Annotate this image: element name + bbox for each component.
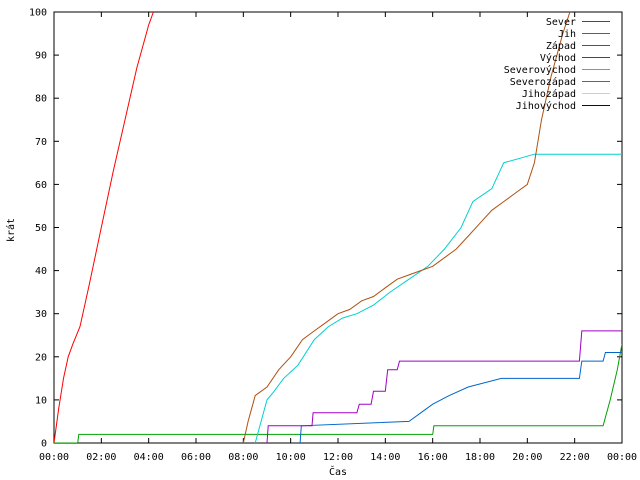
x-tick-label: 04:00 xyxy=(134,452,164,463)
y-tick-label: 30 xyxy=(35,309,47,320)
legend-label: Severozápad xyxy=(510,76,576,88)
series-line-2 xyxy=(54,343,622,443)
y-tick-label: 90 xyxy=(35,51,47,62)
y-tick-label: 20 xyxy=(35,352,47,363)
x-tick-label: 00:00 xyxy=(607,452,637,463)
y-axis: 0 10 20 30 40 50 60 70 80 90 100 xyxy=(29,8,622,450)
y-tick-label: 50 xyxy=(35,223,47,234)
legend-label: Jihozápad xyxy=(522,88,576,100)
y-tick-label: 40 xyxy=(35,266,47,277)
x-tick-label: 10:00 xyxy=(276,452,306,463)
series-lines xyxy=(54,12,622,443)
x-tick-label: 18:00 xyxy=(465,452,495,463)
y-axis-label: krát xyxy=(5,218,17,242)
x-tick-label: 20:00 xyxy=(512,452,542,463)
x-tick-label: 12:00 xyxy=(323,452,353,463)
series-line-5 xyxy=(254,153,622,443)
x-tick-label: 22:00 xyxy=(560,452,590,463)
series-line-4 xyxy=(266,330,622,443)
y-tick-label: 0 xyxy=(41,439,47,450)
legend-label: Západ xyxy=(546,40,576,52)
x-axis: 00:00 02:00 04:00 06:00 08:00 10:00 12:00 14:00… xyxy=(39,12,637,463)
x-tick-label: 06:00 xyxy=(181,452,211,463)
y-tick-label: 60 xyxy=(35,180,47,191)
x-tick-label: 14:00 xyxy=(370,452,400,463)
x-tick-label: 08:00 xyxy=(228,452,258,463)
legend: SeverJihZápadVýchodSeverovýchodSeverozáp… xyxy=(504,17,610,112)
y-tick-label: 100 xyxy=(29,8,47,19)
y-tick-label: 80 xyxy=(35,94,47,105)
y-tick-label: 10 xyxy=(35,395,47,406)
series-line-6 xyxy=(242,12,571,443)
y-tick-label: 70 xyxy=(35,137,47,148)
legend-label: Jihovýchod xyxy=(516,100,576,112)
x-tick-label: 02:00 xyxy=(86,452,116,463)
x-tick-label: 00:00 xyxy=(39,452,69,463)
legend-label: Severovýchod xyxy=(504,64,576,76)
series-line-1 xyxy=(54,12,154,443)
legend-label: Sever xyxy=(546,17,576,28)
legend-label: Východ xyxy=(540,52,576,64)
series-line-3 xyxy=(299,352,622,443)
legend-label: Jih xyxy=(558,29,576,40)
x-axis-label: Čas xyxy=(329,465,347,478)
x-tick-label: 16:00 xyxy=(418,452,448,463)
